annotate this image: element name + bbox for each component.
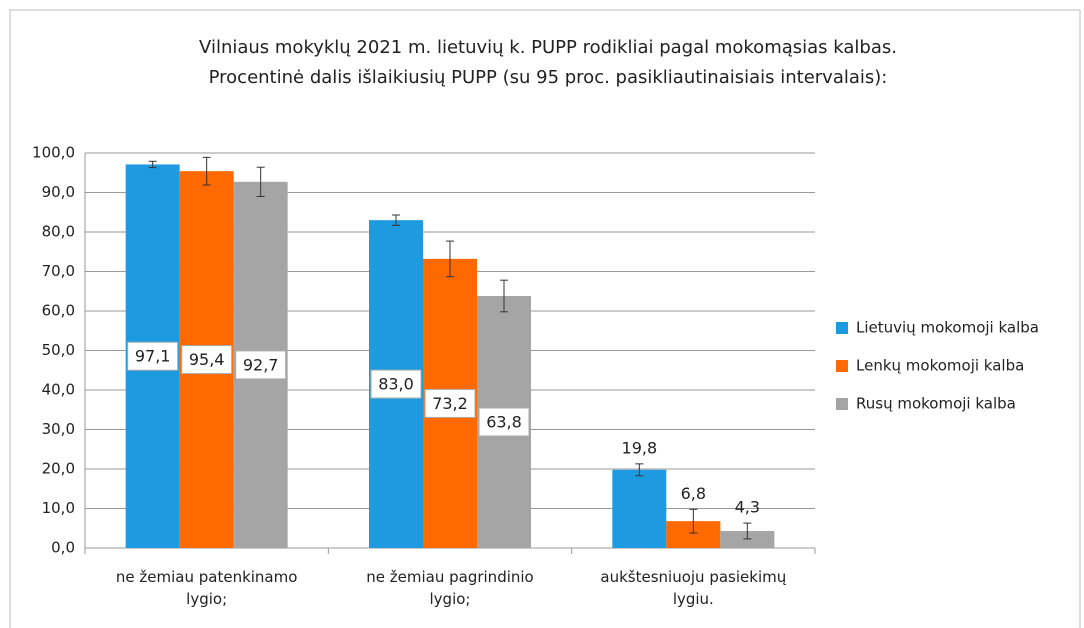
value-label-box	[127, 341, 179, 371]
value-label-box	[181, 345, 233, 375]
value-label: 4,3	[735, 498, 760, 517]
chart-title: Vilniaus mokyklų 2021 m. lietuvių k. PUP…	[199, 37, 897, 58]
legend-label: Lenkų mokomoji kalba	[856, 357, 1024, 375]
value-label: 19,8	[622, 438, 658, 457]
y-tick-label: 80,0	[42, 223, 75, 241]
x-tick-label: ne žemiau pagrindinio lygio;	[366, 568, 534, 608]
value-label: 73,2	[432, 394, 468, 413]
legend-swatch	[836, 398, 848, 410]
value-label-box	[235, 350, 287, 380]
chart-title: Procentinė dalis išlaikiusių PUPP (su 95…	[209, 67, 888, 88]
legend-swatch	[836, 360, 848, 372]
legend-swatch	[836, 322, 848, 334]
value-label: 97,1	[135, 347, 171, 366]
y-tick-label: 70,0	[42, 262, 75, 280]
y-tick-label: 10,0	[42, 499, 75, 517]
value-label: 63,8	[486, 412, 522, 431]
frame	[9, 9, 1081, 628]
bar	[720, 531, 775, 548]
value-label: 95,4	[189, 350, 225, 369]
bar	[612, 469, 667, 548]
value-label: 6,8	[681, 484, 706, 503]
x-tick-label: ne žemiau patenkinamo lygio;	[115, 568, 298, 608]
y-tick-label: 20,0	[42, 460, 75, 478]
value-label: 83,0	[378, 375, 414, 394]
value-label-box	[424, 388, 476, 418]
value-label-box	[370, 369, 422, 399]
value-label-box	[478, 407, 530, 437]
x-tick-label: aukštesniuoju pasiekimų lygiu.	[600, 568, 787, 608]
y-tick-label: 100,0	[32, 144, 75, 162]
y-tick-label: 0,0	[51, 539, 75, 557]
y-tick-label: 40,0	[42, 381, 75, 399]
value-label: 92,7	[243, 355, 279, 374]
y-tick-label: 60,0	[42, 302, 75, 320]
legend-label: Rusų mokomoji kalba	[856, 395, 1016, 413]
legend-label: Lietuvių mokomoji kalba	[856, 319, 1039, 337]
y-tick-label: 30,0	[42, 420, 75, 438]
y-tick-label: 90,0	[42, 183, 75, 201]
y-tick-label: 50,0	[42, 341, 75, 359]
